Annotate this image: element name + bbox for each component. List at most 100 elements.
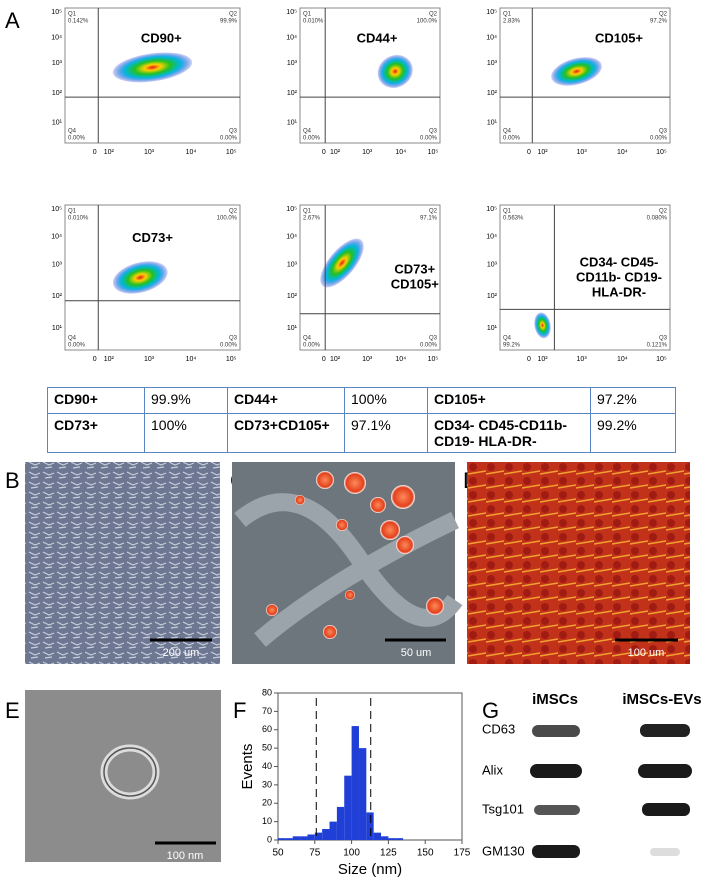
histogram-bar (292, 836, 301, 840)
histogram-bar (322, 828, 330, 840)
x-tick-label: 10³ (144, 356, 155, 363)
quadrant-label: Q3 (229, 336, 238, 342)
event-cloud (112, 52, 193, 83)
micrograph-d (467, 462, 690, 664)
quadrant-percent: 0.00% (503, 136, 521, 142)
scale-label: 200 um (163, 647, 200, 659)
table-cell: CD34- CD45-CD11b- CD19- HLA-DR- (427, 413, 591, 453)
histogram-bar (388, 838, 396, 840)
x-tick-label: 10⁴ (395, 149, 406, 156)
y-tick-label: 50 (262, 743, 272, 753)
quadrant-percent: 0.121% (647, 343, 668, 349)
scale-label: 100 um (628, 647, 665, 659)
event-cloud (377, 54, 413, 88)
table-cell: 100% (344, 387, 428, 414)
x-tick-label: 10³ (577, 149, 588, 156)
x-tick-label: 10⁴ (186, 149, 197, 156)
x-tick-label: 10³ (577, 356, 588, 363)
lipid-droplets (266, 471, 444, 639)
quadrant-percent: 100.0% (217, 216, 238, 222)
x-tick-label: 10³ (362, 149, 373, 156)
quadrant-label: Q2 (429, 209, 438, 215)
y-tick-label: 10⁴ (286, 234, 297, 241)
quadrant-label: Q4 (503, 336, 512, 342)
panel-letter: A (5, 8, 20, 33)
scale-label: 100 nm (167, 850, 204, 862)
flow-plot: Q12.67%Q297.1%Q30.00%Q40.00%CD73+CD105+0… (286, 204, 441, 363)
histogram-bar (329, 821, 337, 840)
cell-body (234, 493, 463, 647)
quadrant-label: Q2 (229, 12, 238, 18)
quadrant-label: Q2 (229, 209, 238, 215)
event-cloud (534, 312, 551, 339)
quadrant-percent: 0.010% (303, 19, 324, 25)
y-tick-label: 40 (262, 761, 272, 771)
table-cell: 99.9% (144, 387, 228, 414)
plot-frame (64, 7, 241, 144)
blot-row: GM130 (482, 843, 525, 858)
y-tick-label: 10⁵ (51, 206, 62, 213)
x-tick-label: 10⁴ (617, 149, 628, 156)
y-tick-label: 0 (267, 834, 272, 844)
y-tick-label: 10⁵ (486, 9, 497, 16)
y-tick-label: 10⁴ (286, 35, 297, 42)
y-tick-label: 10² (487, 90, 498, 97)
table-cell: CD105+ (427, 387, 591, 414)
x-tick-label: 10⁵ (226, 356, 237, 363)
histogram-bar (314, 832, 323, 840)
y-tick-label: 10¹ (52, 120, 63, 127)
plot-frame (299, 204, 441, 351)
y-tick-label: 10⁵ (51, 9, 62, 16)
quadrant-label: Q4 (303, 336, 312, 342)
x-tick-label: 100 (343, 848, 360, 859)
x-tick-label: 175 (454, 848, 471, 859)
x-tick-label: 0 (322, 356, 326, 363)
y-tick-label: 10⁴ (486, 35, 497, 42)
x-tick-label: 10³ (362, 356, 373, 363)
y-tick-label: 10³ (52, 60, 63, 67)
quadrant-percent: 0.00% (68, 343, 86, 349)
summary-table: CD90+ 99.9% CD44+ 100% CD105+ 97.2% CD73+ 100% C… (47, 387, 676, 453)
quadrant-label: Q3 (429, 129, 438, 135)
x-tick-label: 10³ (144, 149, 155, 156)
y-tick-label: 10² (287, 293, 298, 300)
table-cell: 99.2% (590, 413, 676, 453)
table-cell: 97.2% (590, 387, 676, 414)
histogram-bar (278, 838, 286, 840)
x-tick-label: 10² (537, 149, 548, 156)
quadrant-label: Q1 (303, 12, 312, 18)
quadrant-percent: 0.080% (647, 216, 668, 222)
micrograph-e (25, 690, 221, 862)
quadrant-percent: 0.00% (303, 136, 321, 142)
x-axis-label: Size (nm) (338, 861, 402, 878)
quadrant-percent: 100.0% (417, 19, 438, 25)
quadrant-percent: 0.142% (68, 19, 89, 25)
quadrant-label: Q1 (503, 12, 512, 18)
x-tick-label: 0 (93, 356, 97, 363)
table-cell: 100% (144, 413, 228, 453)
marker-label: CD34- CD45- (580, 254, 659, 269)
marker-label: CD105+ (391, 277, 439, 292)
x-tick-label: 10² (104, 149, 115, 156)
panel-letter: F (233, 698, 246, 723)
blot-row: Alix (482, 762, 503, 777)
histogram-bar (358, 748, 367, 840)
table-cell: 97.1% (344, 413, 428, 453)
y-tick-label: 10¹ (487, 325, 498, 332)
y-tick-label: 10² (287, 90, 298, 97)
histogram-bar (373, 832, 382, 840)
histogram-bar (381, 836, 389, 840)
table-cell: CD73+ (47, 413, 145, 453)
quadrant-label: Q3 (229, 129, 238, 135)
quadrant-percent: 0.00% (220, 136, 238, 142)
y-tick-label: 10³ (487, 60, 498, 67)
table-row: CD73+ 100% CD73+CD105+ 97.1% CD34- CD45-CD11… (47, 413, 676, 453)
quadrant-label: Q4 (303, 129, 312, 135)
y-tick-label: 10³ (287, 261, 298, 268)
x-tick-label: 10² (104, 356, 115, 363)
panel-letter: E (5, 698, 20, 723)
